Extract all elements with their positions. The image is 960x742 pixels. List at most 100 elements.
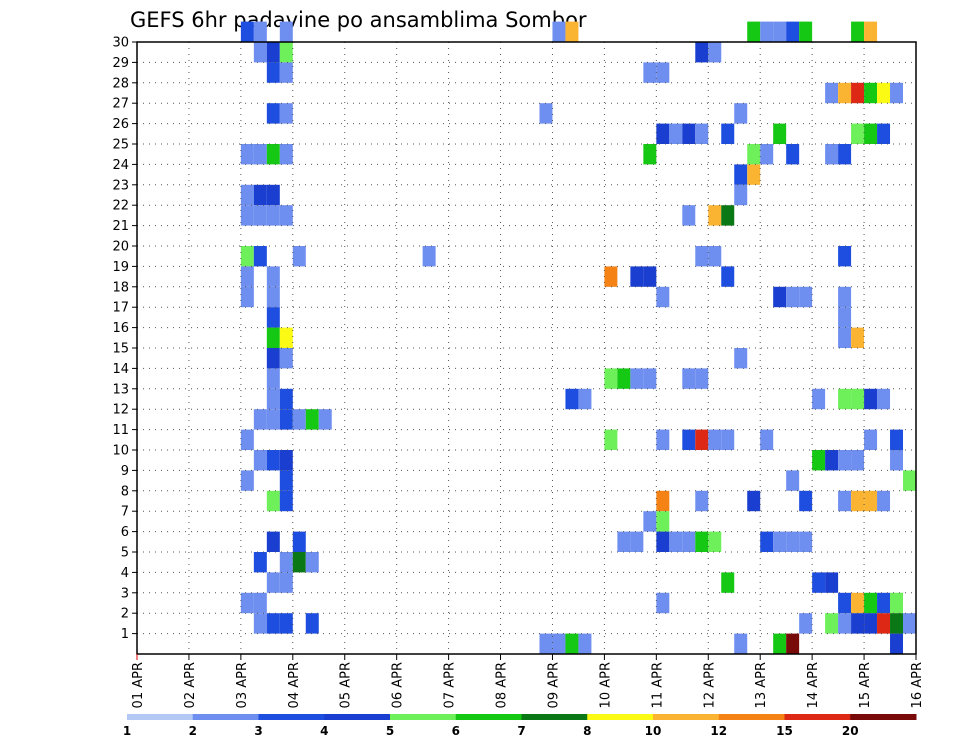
heatmap-cell xyxy=(695,246,709,267)
heatmap-cell xyxy=(656,592,670,614)
heatmap-cell xyxy=(708,205,722,226)
heatmap-cell xyxy=(656,490,670,512)
y-tick-label: 13 xyxy=(112,382,129,397)
y-tick-label: 12 xyxy=(112,403,129,418)
heatmap-cell xyxy=(786,144,800,165)
heatmap-cell xyxy=(279,470,293,491)
heatmap-cell xyxy=(864,490,878,512)
heatmap-cell xyxy=(604,368,618,389)
heatmap-cell xyxy=(786,531,800,552)
heatmap-cell xyxy=(279,490,293,512)
heatmap-cell xyxy=(266,266,280,287)
colorbar-label: 20 xyxy=(842,724,859,738)
y-tick-label: 27 xyxy=(112,97,129,112)
heatmap-cell xyxy=(786,21,800,42)
heatmap-cell xyxy=(734,184,748,206)
heatmap-cell xyxy=(578,633,592,654)
colorbar-label: 10 xyxy=(645,724,662,738)
heatmap-cell xyxy=(682,123,696,144)
heatmap-cell xyxy=(656,429,670,450)
heatmap-cell xyxy=(253,409,267,430)
y-tick-label: 26 xyxy=(112,117,129,132)
heatmap-cell xyxy=(279,205,293,226)
heatmap-cell xyxy=(656,123,670,144)
heatmap-cell xyxy=(305,552,319,573)
heatmap-cell xyxy=(669,531,683,552)
heatmap-cell xyxy=(266,184,280,206)
heatmap-cell xyxy=(279,572,293,593)
y-tick-label: 19 xyxy=(112,260,129,275)
heatmap-cell xyxy=(643,266,657,287)
heatmap-cell xyxy=(656,511,670,532)
y-tick-label: 23 xyxy=(112,178,129,193)
heatmap-cell xyxy=(240,21,254,42)
x-tick-label: 06 APR xyxy=(391,662,406,708)
heatmap-cell xyxy=(799,490,813,512)
heatmap-cell xyxy=(838,327,852,348)
heatmap-cell xyxy=(656,531,670,552)
heatmap-cell xyxy=(279,348,293,369)
heatmap-cell xyxy=(630,368,644,389)
y-tick-label: 18 xyxy=(112,280,129,295)
heatmap-cell xyxy=(604,429,618,450)
y-tick-label: 22 xyxy=(112,199,129,214)
heatmap-cell xyxy=(695,531,709,552)
x-tick-label: 15 APR xyxy=(858,662,873,708)
heatmap-cell xyxy=(253,592,267,614)
colorbar-swatch xyxy=(784,714,851,720)
heatmap-cell xyxy=(864,388,878,410)
colorbar-swatch xyxy=(521,714,588,720)
colorbar-swatch xyxy=(127,714,194,720)
heatmap-cell xyxy=(864,613,878,634)
heatmap-cell xyxy=(812,572,826,593)
y-tick-label: 4 xyxy=(121,566,129,581)
heatmap-cell xyxy=(838,307,852,328)
x-axis-ticks: 01 APR 02 APR 03 APR 04 APR 05 APR 06 APR 07 A… xyxy=(131,654,925,708)
colorbar-swatch xyxy=(192,714,259,720)
x-tick-label: 09 APR xyxy=(546,662,561,708)
heatmap-cell xyxy=(786,470,800,491)
heatmap-cell xyxy=(747,21,761,42)
heatmap-cell xyxy=(539,103,553,124)
colorbar: 1 2 3 4 5 6 7 8 10 12 15 20 xyxy=(123,714,917,738)
heatmap-cell xyxy=(838,450,852,471)
x-tick-label: 12 APR xyxy=(702,662,717,708)
colorbar-label: 3 xyxy=(254,724,262,738)
heatmap-cell xyxy=(266,205,280,226)
heatmap-cell xyxy=(851,613,865,634)
heatmap-cell xyxy=(877,490,891,512)
heatmap-cell xyxy=(877,82,891,104)
heatmap-cell xyxy=(851,327,865,348)
x-tick-label: 08 APR xyxy=(495,662,510,708)
heatmap-cell xyxy=(253,613,267,634)
heatmap-cell xyxy=(838,286,852,308)
y-tick-label: 16 xyxy=(112,321,129,336)
heatmap-cell xyxy=(266,490,280,512)
heatmap-cell xyxy=(890,633,904,654)
colorbar-label: 6 xyxy=(452,724,460,738)
heatmap-cell xyxy=(773,633,787,654)
heatmap-cell xyxy=(773,21,787,42)
heatmap-cell xyxy=(279,144,293,165)
heatmap-cell xyxy=(864,21,878,42)
heatmap-cell xyxy=(422,246,436,267)
heatmap-cell xyxy=(292,409,306,430)
heatmap-cell xyxy=(565,633,579,654)
colorbar-swatch xyxy=(258,714,325,720)
heatmap-cell xyxy=(851,82,865,104)
heatmap-cell xyxy=(890,82,904,104)
heatmap-cell xyxy=(838,246,852,267)
x-tick-label: 03 APR xyxy=(235,662,250,708)
heatmap-cell xyxy=(669,123,683,144)
heatmap-cell xyxy=(838,82,852,104)
x-tick-label: 04 APR xyxy=(287,662,302,708)
colorbar-label: 8 xyxy=(583,724,591,738)
heatmap-cell xyxy=(799,286,813,308)
heatmap-cell xyxy=(240,184,254,206)
heatmap-cell xyxy=(565,388,579,410)
heatmap-cell xyxy=(253,144,267,165)
heatmap-cell xyxy=(877,613,891,634)
x-tick-label: 05 APR xyxy=(339,662,354,708)
heatmap-cell xyxy=(253,246,267,267)
